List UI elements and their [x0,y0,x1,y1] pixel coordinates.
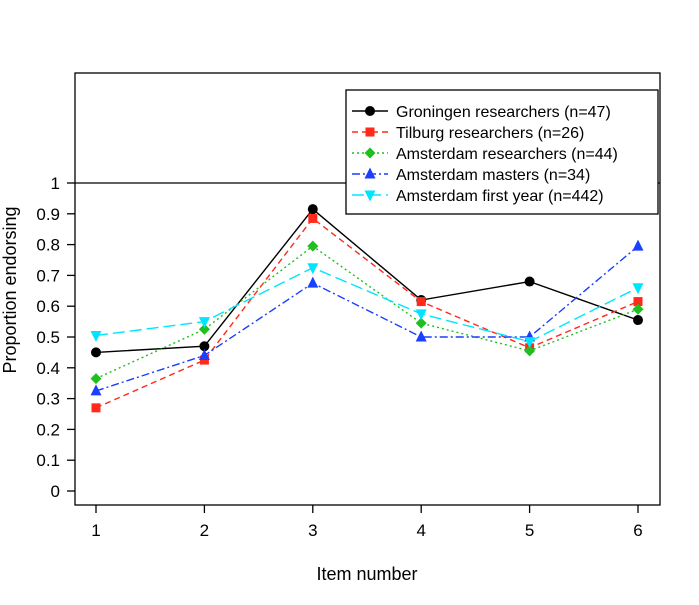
y-tick-label: 1 [51,174,60,193]
legend: Groningen researchers (n=47) Tilburg rese… [345,89,659,215]
data-point [632,283,644,295]
series-4 [90,263,644,349]
data-point [524,345,536,357]
legend-label: Amsterdam first year (n=442) [396,188,604,205]
data-point [90,384,102,396]
data-point [307,240,319,252]
y-axis-label: Proportion endorsing [0,206,20,373]
data-point [307,263,319,275]
data-point [307,204,318,215]
data-point [632,303,644,315]
series-line [95,245,639,392]
data-point [198,348,210,360]
y-tick-label: 0.6 [36,297,60,316]
data-point [308,213,318,223]
y-tick-label: 0 [51,482,60,501]
y-tick-label: 0.1 [36,451,60,470]
data-point [90,330,102,342]
data-point [633,297,643,307]
plot-frame [74,72,661,506]
x-tick-label: 5 [525,521,534,540]
x-tick-label: 1 [91,521,100,540]
legend-label: Amsterdam researchers (n=44) [396,146,618,163]
legend-marker [365,127,375,137]
y-axis: 0 0.1 0.2 0.3 0.4 0.5 0.6 0.7 0.8 0.9 1 [36,174,75,501]
y-tick-label: 0.4 [36,359,60,378]
x-tick-label: 2 [200,521,209,540]
data-point [199,355,209,365]
x-tick-label: 3 [308,521,317,540]
data-point [415,317,427,329]
data-point [91,403,101,413]
data-point [524,276,535,287]
data-point [524,337,536,349]
legend-label: Groningen researchers (n=47) [396,104,611,121]
legend-box [345,89,659,215]
y-tick-label: 0.3 [36,390,60,409]
y-tick-label: 0.5 [36,328,60,347]
data-point [632,239,644,251]
x-axis: 1 2 3 4 5 6 [91,505,643,540]
data-point [415,330,427,342]
series-2 [90,240,644,385]
series-1 [91,213,643,413]
legend-marker [364,167,376,179]
y-tick-label: 0.8 [36,236,60,255]
data-point [91,347,101,358]
series-line [95,217,639,409]
series-group [90,204,644,413]
x-tick-label: 4 [416,521,425,540]
legend-label: Tilburg researchers (n=26) [396,125,584,142]
y-tick-label: 0.7 [36,266,60,285]
data-point [415,309,427,321]
data-point [416,297,426,307]
data-point [199,341,210,352]
y-tick-label: 0.9 [36,205,60,224]
legend-marker [364,190,376,202]
series-line [95,208,639,354]
data-point [633,315,643,326]
legend-marker [365,106,375,116]
data-point [90,373,102,385]
y-tick-label: 0.2 [36,420,60,439]
data-point [198,317,210,329]
data-point [307,276,319,288]
x-tick-label: 6 [633,521,642,540]
series-3 [90,239,644,396]
x-axis-label: Item number [316,564,417,584]
legend-label: Amsterdam masters (n=34) [396,167,590,184]
data-point [198,323,210,335]
legend-marker [364,147,376,159]
series-line [95,245,639,380]
series-line [95,266,639,343]
